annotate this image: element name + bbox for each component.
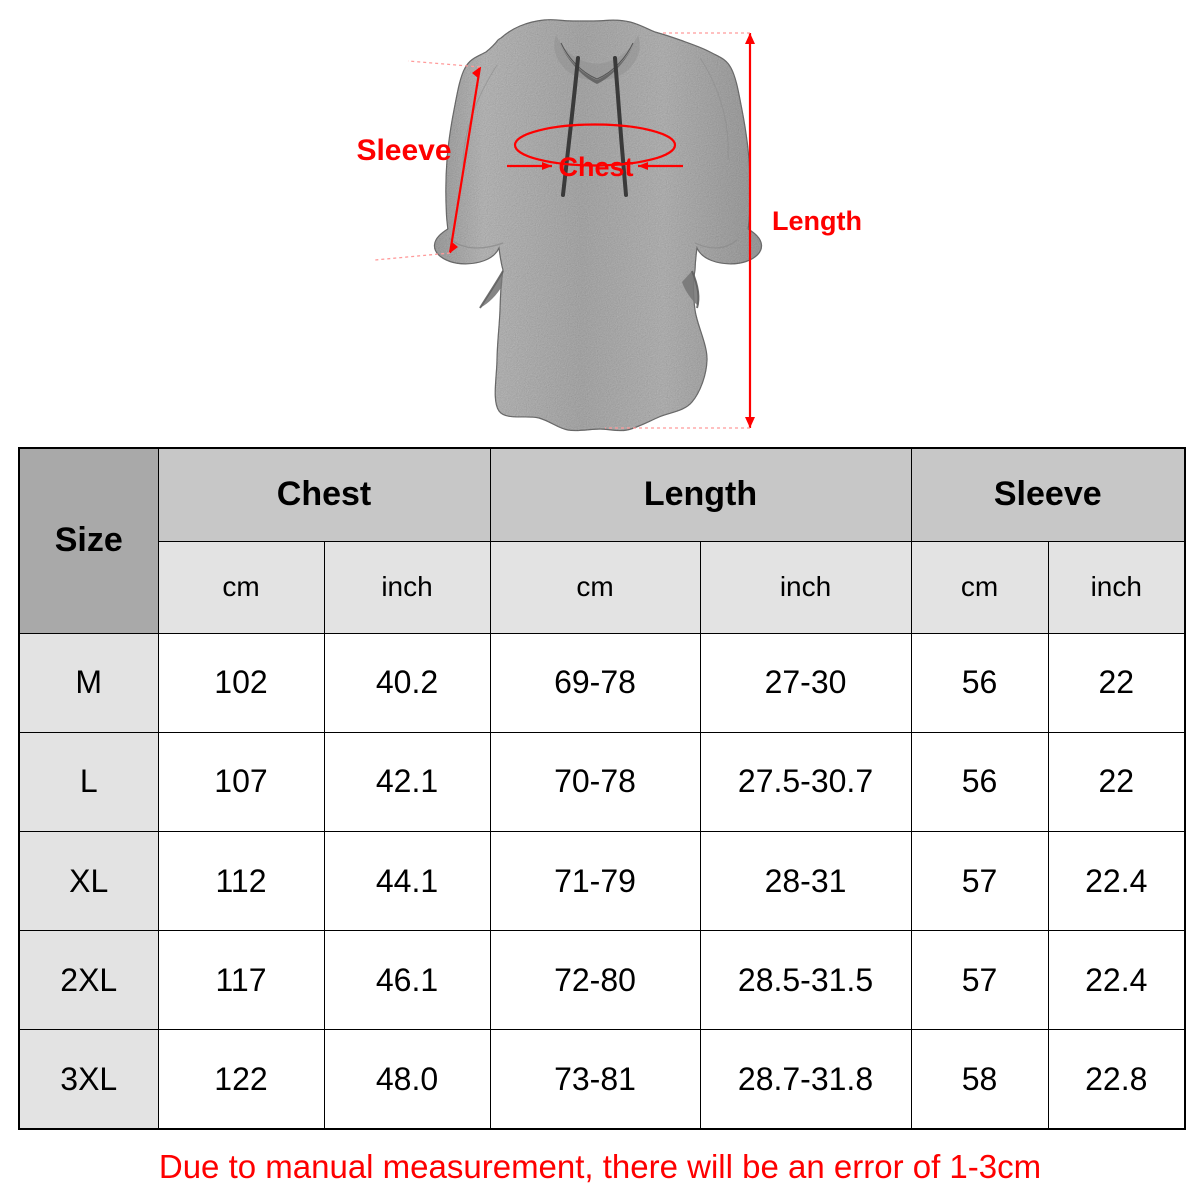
svg-text:Length: Length bbox=[772, 206, 862, 236]
svg-text:Sleeve: Sleeve bbox=[356, 134, 451, 167]
svg-text:Chest: Chest bbox=[558, 152, 633, 182]
